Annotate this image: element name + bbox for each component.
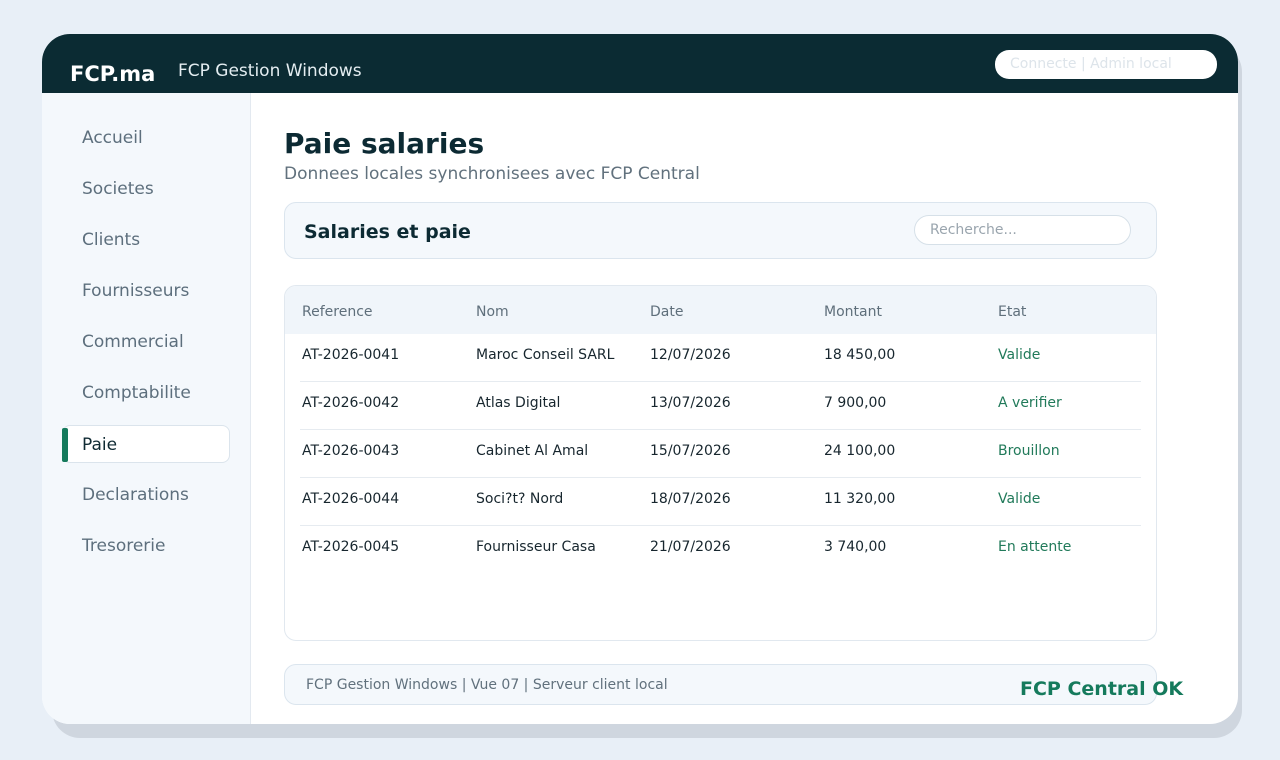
app-title: FCP Gestion Windows — [178, 61, 362, 81]
cell-nom: Cabinet Al Amal — [476, 443, 589, 459]
cell-date: 15/07/2026 — [650, 443, 731, 459]
cell-nom: Soci?t? Nord — [476, 491, 564, 507]
cell-etat: A verifier — [998, 395, 1062, 411]
cell-reference: AT-2026-0044 — [302, 491, 400, 507]
cell-reference: AT-2026-0042 — [302, 395, 400, 411]
sidebar: Accueil Societes Clients Fournisseurs Co… — [42, 93, 251, 724]
table-row[interactable]: AT-2026-0044 Soci?t? Nord 18/07/2026 11 … — [300, 478, 1141, 526]
brand-logo: FCP.ma — [70, 62, 156, 86]
cell-etat: Valide — [998, 347, 1041, 363]
cell-nom: Fournisseur Casa — [476, 539, 596, 555]
top-bar: FCP.ma FCP Gestion Windows Connecte | Ad… — [42, 34, 1238, 93]
payroll-table: Reference Nom Date Montant Etat AT-2026-… — [284, 285, 1157, 641]
cell-nom: Atlas Digital — [476, 395, 561, 411]
column-header-nom[interactable]: Nom — [476, 304, 509, 320]
cell-etat: En attente — [998, 539, 1072, 555]
sidebar-item-accueil[interactable]: Accueil — [82, 128, 143, 148]
table-row[interactable]: AT-2026-0045 Fournisseur Casa 21/07/2026… — [300, 526, 1141, 574]
sidebar-item-clients[interactable]: Clients — [82, 230, 141, 250]
central-status-label: FCP Central OK — [1020, 678, 1184, 700]
sidebar-item-declarations[interactable]: Declarations — [82, 485, 189, 505]
table-row[interactable]: AT-2026-0043 Cabinet Al Amal 15/07/2026 … — [300, 430, 1141, 478]
footer-text: FCP Gestion Windows | Vue 07 | Serveur c… — [306, 677, 668, 693]
cell-date: 13/07/2026 — [650, 395, 731, 411]
cell-montant: 7 900,00 — [824, 395, 887, 411]
search-input[interactable] — [914, 215, 1131, 245]
cell-etat: Valide — [998, 491, 1041, 507]
column-header-date[interactable]: Date — [650, 304, 684, 320]
cell-nom: Maroc Conseil SARL — [476, 347, 615, 363]
cell-etat: Brouillon — [998, 443, 1060, 459]
sidebar-item-commercial[interactable]: Commercial — [82, 332, 184, 352]
sidebar-item-paie[interactable]: Paie — [62, 425, 230, 463]
cell-montant: 11 320,00 — [824, 491, 896, 507]
sidebar-item-comptabilite[interactable]: Comptabilite — [82, 383, 191, 403]
section-title: Salaries et paie — [304, 221, 471, 243]
app-window: FCP.ma FCP Gestion Windows Connecte | Ad… — [42, 34, 1238, 724]
sidebar-item-societes[interactable]: Societes — [82, 179, 154, 199]
status-footer: FCP Gestion Windows | Vue 07 | Serveur c… — [284, 664, 1157, 705]
cell-montant: 24 100,00 — [824, 443, 896, 459]
sidebar-item-fournisseurs[interactable]: Fournisseurs — [82, 281, 190, 301]
connection-status: Connecte | Admin local — [995, 50, 1217, 79]
cell-reference: AT-2026-0041 — [302, 347, 400, 363]
cell-date: 12/07/2026 — [650, 347, 731, 363]
table-row[interactable]: AT-2026-0042 Atlas Digital 13/07/2026 7 … — [300, 382, 1141, 430]
column-header-reference[interactable]: Reference — [302, 304, 373, 320]
column-header-etat[interactable]: Etat — [998, 304, 1027, 320]
cell-reference: AT-2026-0043 — [302, 443, 400, 459]
page-title: Paie salaries — [284, 127, 485, 160]
page-subtitle: Donnees locales synchronisees avec FCP C… — [284, 164, 700, 184]
column-header-montant[interactable]: Montant — [824, 304, 882, 320]
table-row[interactable]: AT-2026-0041 Maroc Conseil SARL 12/07/20… — [300, 334, 1141, 382]
sidebar-item-tresorerie[interactable]: Tresorerie — [82, 536, 166, 556]
cell-date: 21/07/2026 — [650, 539, 731, 555]
cell-reference: AT-2026-0045 — [302, 539, 400, 555]
cell-montant: 3 740,00 — [824, 539, 887, 555]
cell-montant: 18 450,00 — [824, 347, 896, 363]
section-header: Salaries et paie — [284, 202, 1157, 259]
table-header: Reference Nom Date Montant Etat — [285, 286, 1156, 334]
cell-date: 18/07/2026 — [650, 491, 731, 507]
